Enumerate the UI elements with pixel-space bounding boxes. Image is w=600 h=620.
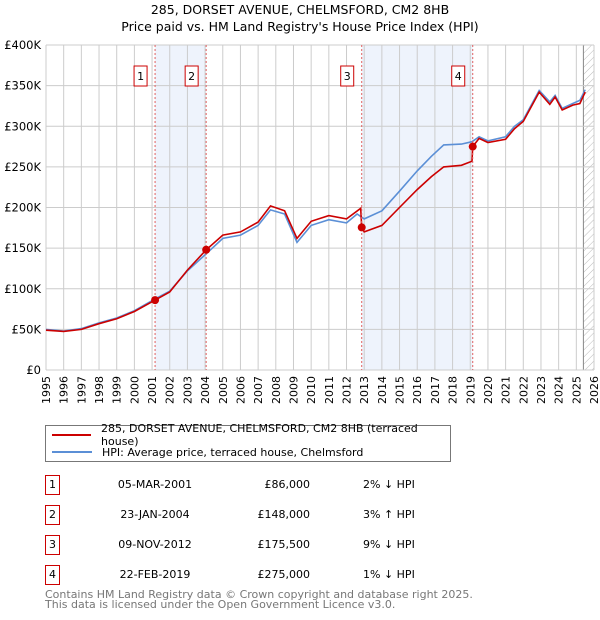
legend-swatch-blue xyxy=(52,451,92,453)
x-tick-label: 1998 xyxy=(93,376,106,404)
y-tick-label: £50K xyxy=(12,322,42,336)
y-tick-label: £0 xyxy=(26,363,41,377)
legend-swatch-red xyxy=(52,434,92,436)
legend: 285, DORSET AVENUE, CHELMSFORD, CM2 8HB … xyxy=(45,422,451,462)
x-tick-label: 1995 xyxy=(40,376,53,404)
sale-row: 4 22-FEB-2019 £275,000 1% ↓ HPI xyxy=(45,565,465,585)
sale-price: £86,000 xyxy=(264,478,311,491)
sale-badge xyxy=(451,65,466,87)
sale-date: 09-NOV-2012 xyxy=(118,538,192,551)
x-tick-label: 2014 xyxy=(376,376,389,404)
x-tick-label: 2000 xyxy=(128,376,141,404)
sale-badge xyxy=(340,65,355,87)
x-tick-label: 2016 xyxy=(411,376,424,404)
sale-price: £275,000 xyxy=(257,568,311,581)
property-price-line xyxy=(45,90,586,333)
legend-item-hpi: HPI: Average price, terraced house, Chel… xyxy=(52,444,363,460)
sale-row: 1 05-MAR-2001 £86,000 2% ↓ HPI xyxy=(45,475,465,495)
sale-number-badge: 4 xyxy=(45,565,60,585)
sale-point xyxy=(202,245,211,254)
sale-price: £148,000 xyxy=(257,508,311,521)
footer: Contains HM Land Registry data © Crown c… xyxy=(45,588,473,611)
x-tick-label: 1996 xyxy=(58,376,71,404)
x-tick-label: 2018 xyxy=(447,376,460,404)
sale-row: 2 23-JAN-2004 £148,000 3% ↑ HPI xyxy=(45,505,465,525)
footer-line: Contains HM Land Registry data © Crown c… xyxy=(45,588,473,601)
sale-badge-label: 3 xyxy=(344,70,351,83)
x-tick-label: 2023 xyxy=(535,376,548,404)
sale-hpi-diff: 1% ↓ HPI xyxy=(363,568,415,581)
sale-badge-label: 4 xyxy=(455,70,462,83)
sale-number-badge: 3 xyxy=(45,535,60,555)
x-tick-label: 2017 xyxy=(429,376,442,404)
legend-label: 285, DORSET AVENUE, CHELMSFORD, CM2 8HB … xyxy=(101,422,418,448)
x-tick-label: 1999 xyxy=(111,376,124,404)
sale-price: £175,500 xyxy=(257,538,311,551)
x-tick-label: 2012 xyxy=(341,376,354,404)
sale-badge xyxy=(133,65,148,87)
x-tick-label: 2002 xyxy=(164,376,177,404)
x-tick-label: 2005 xyxy=(217,376,230,404)
x-tick-label: 2019 xyxy=(464,376,477,404)
price-chart: 1995 1996 1997 1998 1999 2000 2001 2002 2003 2004… xyxy=(4,38,600,404)
sale-badge-label: 1 xyxy=(137,70,144,83)
y-tick-label: £200K xyxy=(4,201,41,215)
sale-hpi-diff: 9% ↓ HPI xyxy=(363,538,415,551)
x-tick-label: 2013 xyxy=(358,376,371,404)
x-tick-label: 2003 xyxy=(181,376,194,404)
x-tick-label: 2006 xyxy=(234,376,247,404)
footer-line: This data is licensed under the Open Gov… xyxy=(45,598,396,611)
sale-hpi-diff: 2% ↓ HPI xyxy=(363,478,415,491)
x-tick-label: 2010 xyxy=(305,376,318,404)
legend-label: HPI: Average price, terraced house, Chel… xyxy=(102,445,364,459)
x-tick-label: 2025 xyxy=(570,376,583,404)
y-tick-label: £100K xyxy=(4,282,41,296)
sale-date: 22-FEB-2019 xyxy=(119,568,191,581)
sale-badge-label: 2 xyxy=(188,70,195,83)
sale-badge xyxy=(184,65,199,87)
y-tick-label: £250K xyxy=(4,160,41,174)
x-tick-label: 2015 xyxy=(394,376,407,404)
x-tick-label: 2007 xyxy=(252,376,265,404)
sale-point xyxy=(357,223,366,232)
x-tick-label: 2011 xyxy=(323,376,336,404)
y-tick-label: £150K xyxy=(4,241,41,255)
chart-subtitle: Price paid vs. HM Land Registry's House … xyxy=(121,19,479,34)
x-tick-label: 2022 xyxy=(517,376,530,404)
sale-number-badge: 2 xyxy=(45,505,60,525)
y-tick-label: £300K xyxy=(4,119,41,133)
x-tick-label: 2024 xyxy=(553,376,566,404)
x-tick-label: 2021 xyxy=(500,376,513,404)
x-tick-label: 2004 xyxy=(199,376,212,404)
x-tick-label: 2026 xyxy=(588,376,600,404)
y-tick-label: £350K xyxy=(4,79,41,93)
x-tick-label: 2008 xyxy=(270,376,283,404)
x-tick-label: 2001 xyxy=(146,376,159,404)
sale-date: 05-MAR-2001 xyxy=(117,478,193,491)
sale-date: 23-JAN-2004 xyxy=(120,508,190,521)
sale-point xyxy=(151,296,160,305)
sale-point xyxy=(468,142,477,151)
sale-hpi-diff: 3% ↑ HPI xyxy=(363,508,415,521)
x-tick-label: 1997 xyxy=(75,376,88,404)
sale-row: 3 09-NOV-2012 £175,500 9% ↓ HPI xyxy=(45,535,465,555)
x-tick-label: 2020 xyxy=(482,376,495,404)
chart-title: 285, DORSET AVENUE, CHELMSFORD, CM2 8HB xyxy=(150,2,450,17)
y-tick-label: £400K xyxy=(4,38,41,52)
legend-item-property: 285, DORSET AVENUE, CHELMSFORD, CM2 8HB … xyxy=(52,422,450,448)
sale-number-badge: 1 xyxy=(45,475,60,495)
x-tick-label: 2009 xyxy=(287,376,300,404)
